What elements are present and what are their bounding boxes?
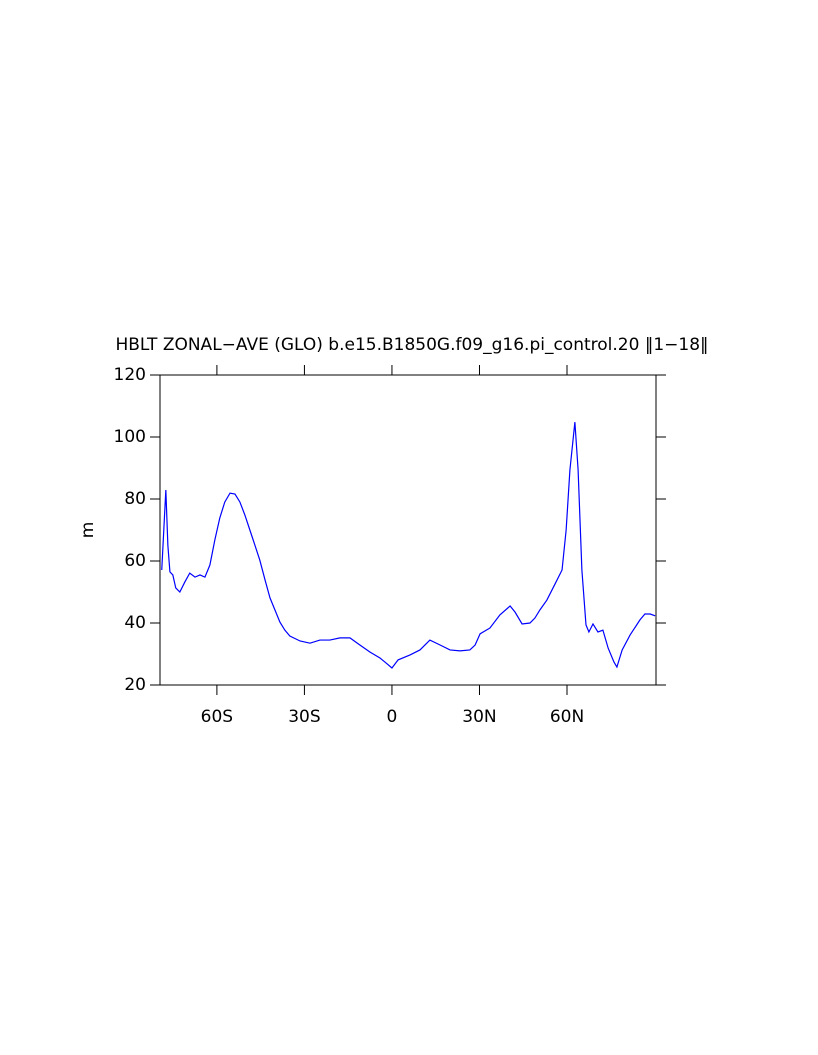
y-tick-label: 120 [114, 365, 146, 385]
y-tick-label: 20 [124, 675, 146, 695]
y-tick-label: 80 [124, 489, 146, 509]
x-tick-label: 60N [550, 707, 584, 727]
x-tick-label: 0 [387, 707, 398, 727]
line-series [161, 422, 656, 669]
plot-frame [159, 374, 657, 686]
x-tick-label: 60S [201, 707, 233, 727]
y-tick-label: 60 [124, 551, 146, 571]
chart-title: HBLT ZONAL−AVE (GLO) b.e15.B1850G.f09_g1… [115, 335, 708, 355]
x-tick-label: 30S [288, 707, 320, 727]
y-tick-label: 40 [124, 613, 146, 633]
y-axis-label: m [78, 522, 98, 539]
x-tick-label: 30N [462, 707, 496, 727]
y-tick-label: 100 [114, 427, 146, 447]
